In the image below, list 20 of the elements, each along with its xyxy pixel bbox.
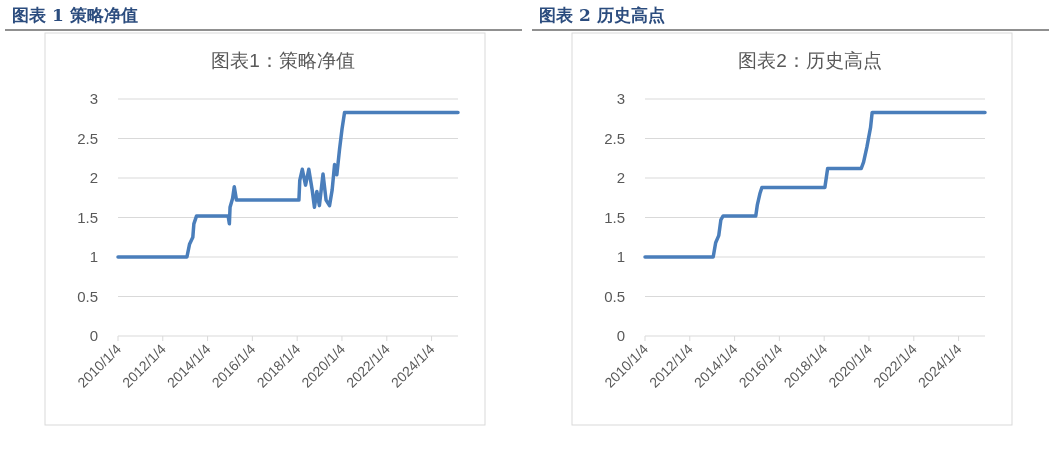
y-tick-label: 1.5 [604, 208, 625, 226]
y-tick-label: 0 [89, 327, 98, 344]
y-tick-label: 0 [616, 327, 625, 344]
y-tick-label: 3 [89, 90, 98, 107]
y-tick-label: 1 [616, 248, 625, 265]
y-tick-label: 0.5 [604, 287, 625, 305]
line-series [643, 110, 987, 259]
y-tick-label: 1 [89, 248, 98, 265]
chart-title: 图表 2 历史高点 [539, 5, 665, 25]
chart-subtitle: 图表2：历史高点 [738, 50, 882, 71]
y-tick-label: 3 [616, 90, 625, 107]
y-tick-label: 2.5 [77, 129, 98, 147]
chart-subtitle: 图表1：策略净值 [211, 50, 355, 71]
chart-title: 图表 1 策略净值 [12, 5, 138, 25]
y-tick-label: 1.5 [77, 208, 98, 226]
line-series [116, 110, 460, 259]
y-tick-label: 2 [616, 169, 625, 186]
y-tick-label: 2 [89, 169, 98, 186]
y-tick-label: 2.5 [604, 129, 625, 147]
y-tick-label: 0.5 [77, 287, 98, 305]
